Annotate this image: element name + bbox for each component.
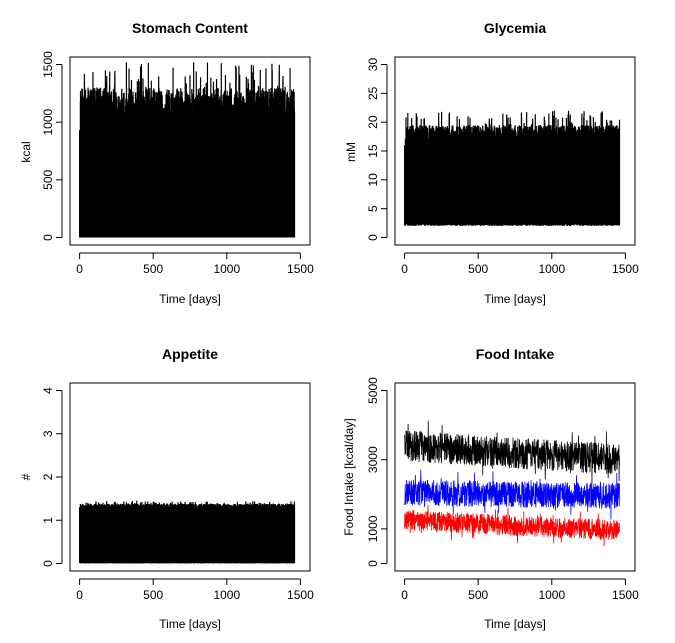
x-tick-label: 500	[468, 588, 488, 602]
x-axis-label: Time [days]	[159, 617, 221, 631]
chart-title: Appetite	[162, 346, 218, 362]
x-tick-label: 0	[401, 262, 408, 276]
plot-frame	[394, 382, 636, 572]
y-tick-label: 1000	[41, 109, 55, 136]
x-tick-label: 1000	[213, 588, 240, 602]
x-tick-label: 500	[468, 262, 488, 276]
x-tick-label: 1000	[213, 262, 240, 276]
y-axis-label: #	[19, 473, 33, 480]
x-tick-label: 500	[143, 262, 163, 276]
y-tick-label: 1	[41, 517, 55, 524]
x-axis-label: Time [days]	[484, 292, 546, 306]
panel-appetite: Appetite Time [days] # 0 500 1000 1500 0 1 2 3 4	[19, 346, 314, 631]
y-tick-label: 5	[366, 205, 380, 212]
y-tick-label: 3	[41, 430, 55, 437]
x-tick-label: 1000	[538, 588, 565, 602]
y-tick-label: 1500	[41, 51, 55, 78]
series-line	[404, 504, 620, 547]
series-line	[79, 62, 296, 238]
series-line	[404, 110, 621, 226]
y-tick-label: 0	[41, 234, 55, 241]
y-tick-label: 3000	[366, 446, 380, 473]
x-axis-label: Time [days]	[159, 292, 221, 306]
x-tick-label: 1500	[612, 262, 639, 276]
plot-frame	[69, 56, 311, 246]
y-tick-label: 1000	[366, 515, 380, 542]
chart-title: Stomach Content	[132, 20, 248, 36]
y-tick-label: 15	[366, 144, 380, 158]
y-tick-label: 10	[366, 173, 380, 187]
y-tick-label: 20	[366, 115, 380, 129]
x-axis-label: Time [days]	[484, 617, 546, 631]
x-tick-label: 0	[76, 588, 83, 602]
x-tick-label: 1500	[287, 262, 314, 276]
y-tick-label: 0	[366, 560, 380, 567]
panel-stomach-content: Stomach Content Time [days] kcal 0 500 100…	[19, 20, 314, 306]
x-tick-label: 1000	[538, 262, 565, 276]
y-tick-label: 2	[41, 473, 55, 480]
plot-frame	[69, 382, 311, 572]
series-line	[79, 500, 296, 564]
y-axis-label: kcal	[19, 141, 33, 162]
x-tick-label: 1500	[612, 588, 639, 602]
plot-frame	[394, 56, 636, 246]
y-tick-label: 4	[41, 387, 55, 394]
y-tick-label: 0	[41, 560, 55, 567]
series-line	[404, 420, 620, 484]
y-tick-label: 25	[366, 86, 380, 100]
chart-title: Food Intake	[476, 346, 555, 362]
panel-glycemia: Glycemia Time [days] mM 0 500 1000 1500 0 5 10…	[344, 20, 639, 306]
x-tick-label: 500	[143, 588, 163, 602]
y-axis-label: Food Intake [kcal/day]	[342, 418, 356, 535]
x-tick-label: 0	[401, 588, 408, 602]
panel-food-intake: Food Intake Time [days] Food Intake [kca…	[342, 346, 639, 631]
series-line	[404, 469, 620, 520]
y-tick-label: 30	[366, 58, 380, 72]
y-tick-label: 500	[41, 169, 55, 189]
y-tick-label: 5000	[366, 377, 380, 404]
x-tick-label: 0	[76, 262, 83, 276]
x-tick-label: 1500	[287, 588, 314, 602]
chart-title: Glycemia	[484, 20, 546, 36]
y-axis-label: mM	[344, 142, 358, 162]
y-tick-label: 0	[366, 234, 380, 241]
